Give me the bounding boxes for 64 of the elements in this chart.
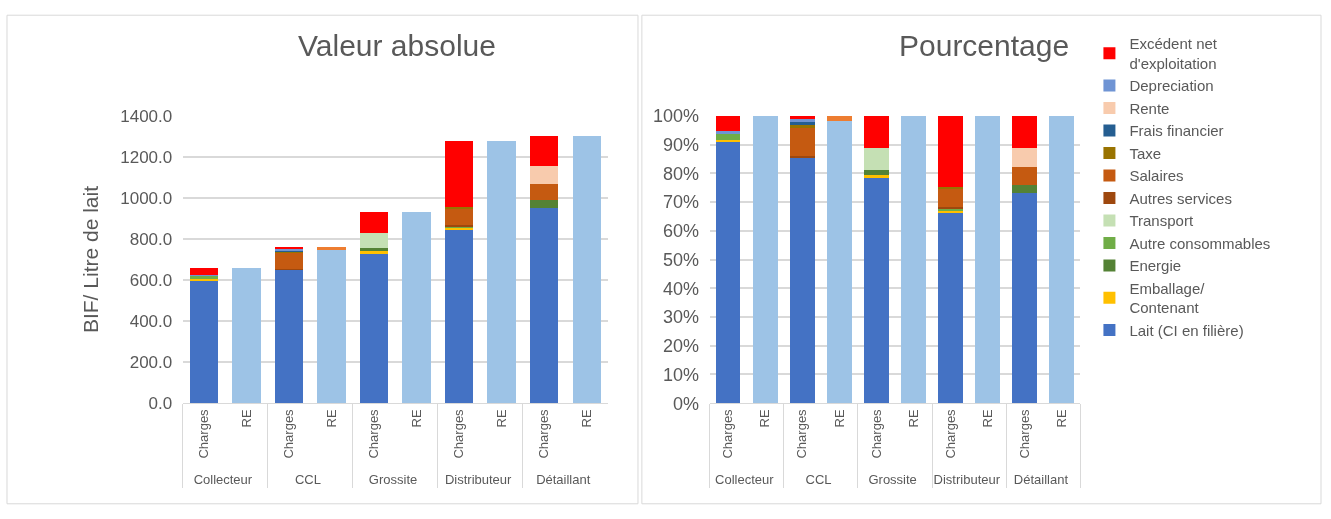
text: Détaillant xyxy=(1013,472,1069,488)
x-tick-label: RE xyxy=(408,409,424,428)
y-tick-label: 400.0 xyxy=(129,312,173,332)
y-tick-label: 20% xyxy=(662,336,699,357)
x-tick-label: Charges xyxy=(196,408,212,459)
legend-label: Lait (CI en filière) xyxy=(1129,321,1244,339)
x-tick-label: RE xyxy=(1054,409,1070,428)
y-tick-label: 800.0 xyxy=(129,229,173,249)
y-tick-label: 1400.0 xyxy=(120,106,173,126)
x-tick-label: Charges xyxy=(536,408,552,459)
y-tick-label: 70% xyxy=(662,192,699,213)
y-tick-label: 10% xyxy=(662,364,699,385)
legend-label: Excédent net d'exploitation xyxy=(1129,35,1218,72)
x-tick-label: RE xyxy=(579,409,595,428)
legend-label: Taxe xyxy=(1129,144,1162,162)
x-tick-label: RE xyxy=(831,409,847,428)
legend-label: Autres services xyxy=(1129,189,1232,207)
chart-title: Valeur absolue xyxy=(298,29,496,62)
legend-label: Energie xyxy=(1129,257,1182,275)
x-tick-label: RE xyxy=(238,409,254,428)
y-axis-title: BIF/ Litre de lait xyxy=(79,185,103,334)
legend-label: Autre consommables xyxy=(1129,234,1271,252)
y-tick-label: 80% xyxy=(662,163,699,184)
text: Distributeur xyxy=(933,472,1001,488)
y-tick-label: 100% xyxy=(652,106,699,127)
text: Grossite xyxy=(868,472,917,488)
x-tick-label: RE xyxy=(323,409,339,428)
y-tick-label: 1200.0 xyxy=(120,147,173,167)
y-tick-label: 90% xyxy=(662,134,699,155)
y-tick-label: 200.0 xyxy=(129,353,173,373)
y-tick-label: 600.0 xyxy=(129,270,173,290)
x-tick-label: RE xyxy=(905,409,921,428)
x-tick-label: Charges xyxy=(868,408,884,459)
x-tick-label: Charges xyxy=(720,408,736,459)
legend-label: Rente xyxy=(1129,99,1170,117)
y-tick-label: 50% xyxy=(662,249,699,270)
text: CCL xyxy=(805,472,832,488)
chart-title: Pourcentage xyxy=(899,29,1070,62)
x-tick-label: Charges xyxy=(366,408,382,459)
x-tick-label: Charges xyxy=(942,408,958,459)
text: CCL xyxy=(294,472,321,488)
y-tick-label: 30% xyxy=(662,307,699,328)
legend-label: Depreciation xyxy=(1129,77,1214,95)
text: Grossite xyxy=(368,472,418,488)
x-tick-label: Charges xyxy=(281,408,297,459)
y-tick-label: 0.0 xyxy=(148,394,173,414)
text: Collecteur xyxy=(193,472,253,488)
legend-label: Frais financier xyxy=(1129,122,1224,140)
x-tick-label: RE xyxy=(757,409,773,428)
x-tick-label: Charges xyxy=(794,408,810,459)
x-tick-label: RE xyxy=(493,409,509,428)
y-tick-label: 1000.0 xyxy=(120,188,173,208)
legend-label: Emballage/ Contenant xyxy=(1129,279,1206,317)
text: Collecteur xyxy=(715,472,775,488)
x-tick-label: RE xyxy=(979,409,995,428)
x-tick-label: Charges xyxy=(451,408,467,459)
legend-label: Salaires xyxy=(1129,167,1184,185)
y-tick-label: 60% xyxy=(662,221,699,242)
y-tick-label: 40% xyxy=(662,278,699,299)
legend-label: Transport xyxy=(1129,212,1194,230)
y-tick-label: 0% xyxy=(672,393,699,414)
text: Détaillant xyxy=(536,472,591,488)
text: Distributeur xyxy=(444,472,513,488)
x-tick-label: Charges xyxy=(1016,408,1032,459)
